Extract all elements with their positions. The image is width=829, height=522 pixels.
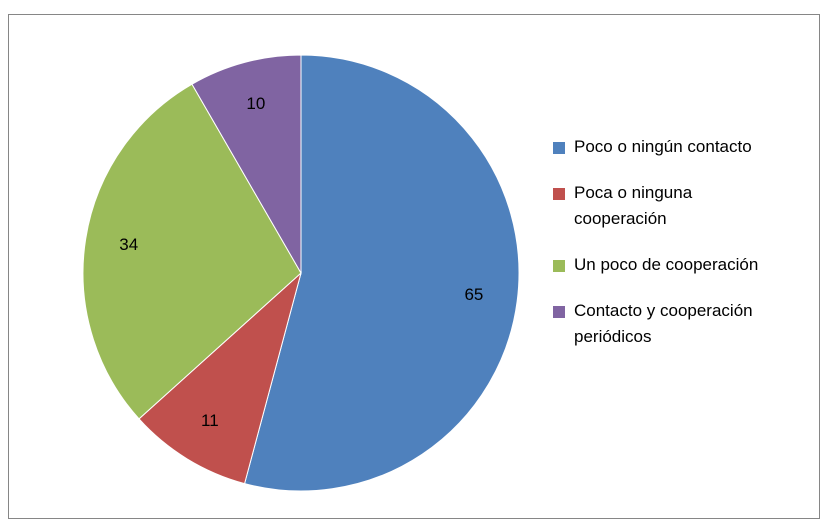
data-label: 65 (464, 285, 483, 304)
pie-slice (82, 83, 302, 420)
pie-slice (243, 54, 520, 492)
pie-slice (191, 54, 302, 275)
legend-swatch (553, 306, 565, 318)
data-label: 10 (246, 94, 265, 113)
legend-item: Poca o ninguna cooperación (553, 180, 768, 232)
legend-item: Contacto y cooperación periódicos (553, 298, 768, 350)
legend-item: Poco o ningún contacto (553, 134, 768, 160)
legend-label: Contacto y cooperación periódicos (574, 301, 753, 346)
legend-label: Poco o ningún contacto (574, 137, 752, 156)
legend: Poco o ningún contacto Poca o ninguna coo… (553, 134, 768, 370)
legend-label: Un poco de cooperación (574, 255, 759, 274)
data-label: 11 (201, 411, 219, 430)
legend-swatch (553, 188, 565, 200)
legend-swatch (553, 260, 565, 272)
legend-label: Poca o ninguna cooperación (574, 183, 693, 228)
pie-slice (138, 271, 302, 485)
data-label: 34 (119, 235, 138, 254)
legend-swatch (553, 142, 565, 154)
legend-item: Un poco de cooperación (553, 252, 768, 278)
